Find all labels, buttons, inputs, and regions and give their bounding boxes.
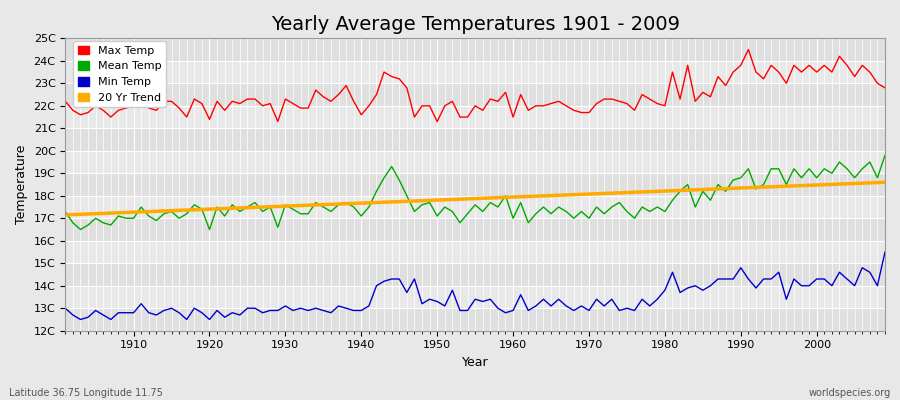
Bar	[66, 263, 885, 286]
Bar	[66, 218, 885, 241]
Bar	[66, 308, 885, 331]
Y-axis label: Temperature: Temperature	[15, 145, 28, 224]
Bar	[66, 196, 885, 218]
Bar	[66, 38, 885, 61]
Text: worldspecies.org: worldspecies.org	[809, 388, 891, 398]
X-axis label: Year: Year	[462, 356, 489, 369]
Bar	[66, 241, 885, 263]
Bar	[66, 83, 885, 106]
Bar	[66, 173, 885, 196]
Bar	[66, 61, 885, 83]
Bar	[66, 286, 885, 308]
Title: Yearly Average Temperatures 1901 - 2009: Yearly Average Temperatures 1901 - 2009	[271, 15, 680, 34]
Bar	[66, 128, 885, 151]
Legend: Max Temp, Mean Temp, Min Temp, 20 Yr Trend: Max Temp, Mean Temp, Min Temp, 20 Yr Tre…	[74, 41, 166, 107]
Bar	[66, 151, 885, 173]
Bar	[66, 106, 885, 128]
Text: Latitude 36.75 Longitude 11.75: Latitude 36.75 Longitude 11.75	[9, 388, 163, 398]
